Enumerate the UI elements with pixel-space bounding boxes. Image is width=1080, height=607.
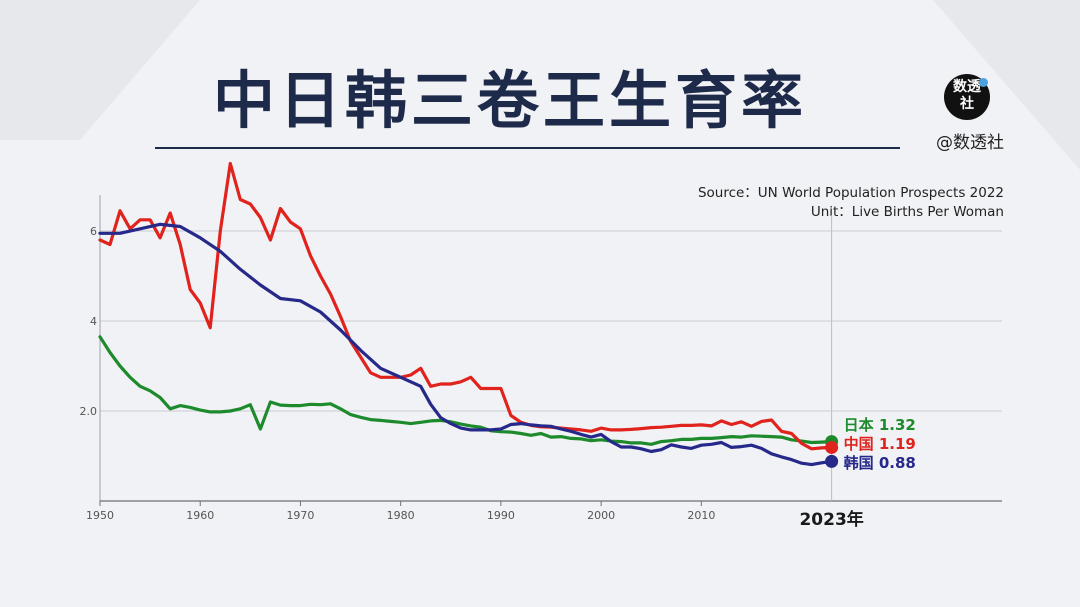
page-title: 中日韩三卷王生育率 — [212, 64, 807, 137]
series-end-label: 韩国 0.88 — [844, 454, 916, 472]
brand-handle: @数透社 — [936, 133, 1004, 153]
title-underline — [155, 147, 900, 149]
x-tick-label: 1970 — [286, 509, 314, 522]
y-tick-label: 6 — [90, 225, 97, 238]
x-tick-label: 1990 — [487, 509, 515, 522]
x-tick-label: 2000 — [587, 509, 615, 522]
magnifier-icon — [979, 78, 988, 87]
source-line: Source：UN World Population Prospects 202… — [697, 185, 1004, 201]
x-tick-label: 1960 — [186, 509, 214, 522]
x-tick-label: 2010 — [687, 509, 715, 522]
series-end-label: 中国 1.19 — [844, 435, 916, 453]
x-tick-label: 1980 — [387, 509, 415, 522]
y-tick-label: 4 — [90, 315, 97, 328]
logo-text: 数透社 — [953, 79, 981, 112]
series-line-日本 — [98, 335, 834, 446]
x-tick-label: 1950 — [86, 509, 114, 522]
series-line-韩国 — [98, 222, 834, 467]
y-tick-label: 2.0 — [80, 405, 98, 418]
series-end-label: 日本 1.32 — [844, 416, 916, 434]
series-line-中国 — [98, 161, 834, 451]
series-end-point — [825, 454, 839, 468]
chart-source-note: Source：UN World Population Prospects 202… — [698, 184, 1004, 222]
unit-line: Unit：Live Births Per Woman — [810, 204, 1004, 220]
brand-logo: 数透社 — [944, 74, 990, 120]
series-end-point — [825, 440, 839, 454]
year-marker-label: 2023年 — [799, 509, 863, 530]
